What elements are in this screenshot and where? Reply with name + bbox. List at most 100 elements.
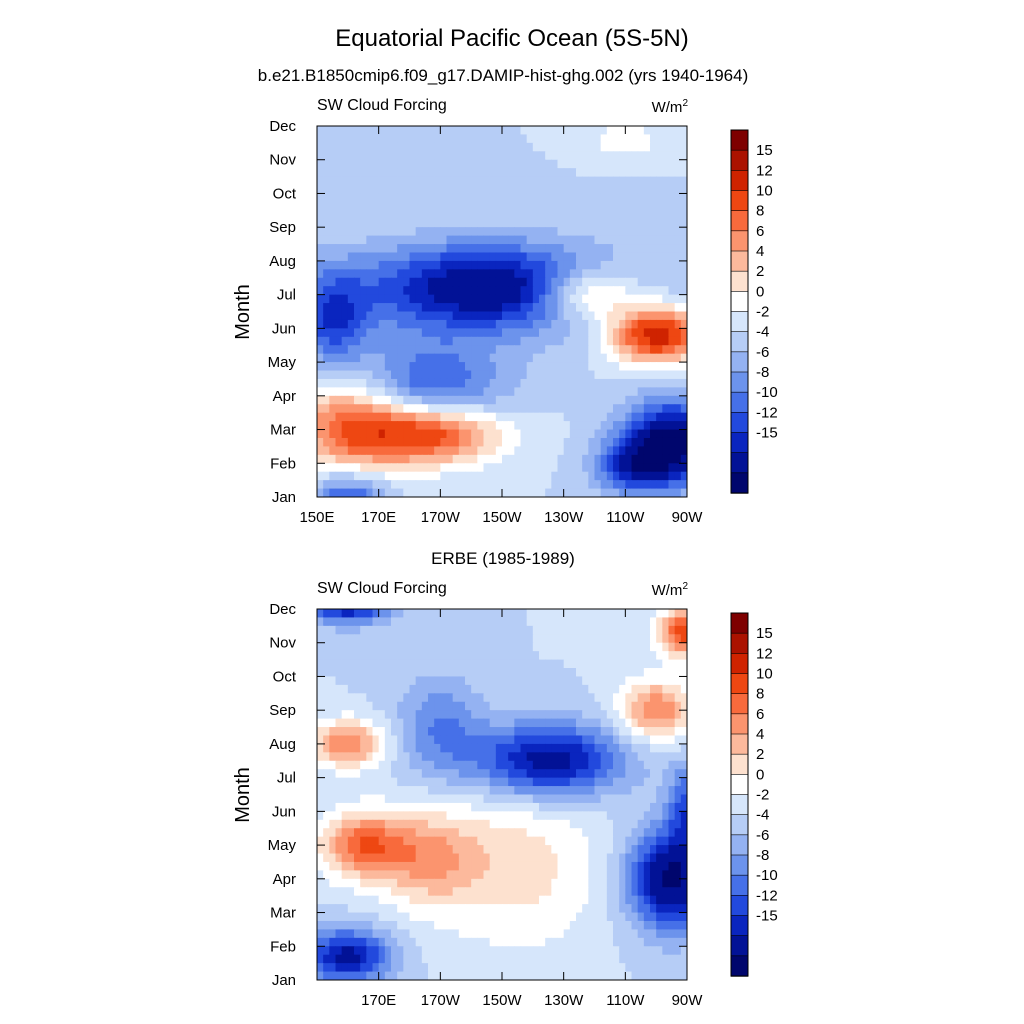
contour-cell [465,311,472,321]
contour-cell [637,126,645,136]
contour-cell [631,701,639,711]
contour-cell [465,836,472,846]
contour-cell [502,488,509,497]
contour-cell [563,870,571,880]
contour-cell [415,227,423,237]
contour-cell [397,752,404,762]
contour-cell [391,609,398,619]
contour-cell [594,294,602,304]
contour-cell [674,378,682,388]
contour-cell [440,404,448,414]
contour-cell [650,159,657,169]
contour-cell [341,286,349,296]
contour-cell [576,811,583,821]
contour-cell [643,454,651,464]
contour-cell [415,395,423,405]
contour-cell [594,159,602,169]
contour-cell [415,668,423,678]
contour-cell [458,904,466,914]
contour-cell [594,286,602,296]
contour-cell [403,227,411,237]
contour-cell [508,429,515,439]
contour-cell [483,870,491,880]
contour-cell [551,328,559,338]
contour-cell [539,718,546,728]
contour-cell [323,718,330,728]
contour-cell [680,845,687,855]
contour-cell [378,861,386,871]
contour-cell [421,777,429,787]
contour-cell [600,769,608,779]
x-tick-label: 170W [421,509,461,526]
contour-cell [680,395,687,405]
contour-cell [384,126,392,136]
contour-cell [588,870,596,880]
panel-model: b.e21.B1850cmip6.f09_g17.DAMIP-hist-ghg.… [232,66,748,526]
contour-cell [563,471,571,481]
contour-cell [637,134,645,144]
contour-cell [378,319,386,329]
contour-cell [489,878,497,888]
contour-cell [446,895,454,905]
contour-cell [495,269,503,279]
contour-cell [440,328,448,338]
contour-cell [674,277,682,287]
contour-cell [483,395,491,405]
contour-cell [378,735,386,745]
contour-cell [458,819,466,829]
contour-cell [421,142,429,152]
contour-cell [600,786,608,796]
contour-cell [384,701,392,711]
contour-cell [366,735,374,745]
contour-cell [674,777,682,787]
contour-cell [341,446,349,456]
contour-cell [643,777,651,787]
contour-cell [557,201,565,211]
contour-cell [526,777,534,787]
contour-cell [397,353,404,363]
contour-cell [557,286,565,296]
contour-cell [341,437,349,448]
contour-cell [452,446,460,456]
contour-cell [440,684,448,694]
contour-cell [477,142,485,152]
contour-cell [446,802,454,812]
contour-cell [576,336,583,346]
contour-cell [594,777,602,787]
contour-cell [514,845,522,855]
contour-cell [434,353,441,363]
contour-cell [643,193,651,203]
contour-cell [434,701,441,711]
contour-cell [656,336,663,346]
contour-cell [483,488,491,497]
contour-cell [354,151,361,161]
contour-cell [409,718,417,728]
contour-cell [446,421,454,431]
contour-cell [637,260,645,270]
contour-cell [397,718,404,728]
contour-cell [477,294,485,304]
contour-cell [680,777,687,787]
contour-cell [680,853,687,863]
contour-cell [372,227,380,237]
contour-cell [440,819,448,829]
contour-cell [323,244,330,254]
contour-cell [397,345,404,355]
contour-cell [631,853,639,863]
contour-cell [452,693,460,703]
contour-cell [341,353,349,363]
contour-cell [428,743,435,753]
contour-cell [508,617,515,627]
contour-cell [545,701,552,711]
contour-cell [539,126,546,136]
contour-cell [495,777,503,787]
contour-cell [662,718,670,728]
contour-cell [434,134,441,144]
contour-cell [421,269,429,279]
contour-cell [452,218,460,228]
contour-cell [428,260,435,270]
contour-cell [576,260,583,270]
contour-cell [366,642,374,652]
contour-cell [662,904,670,914]
contour-cell [600,625,608,635]
